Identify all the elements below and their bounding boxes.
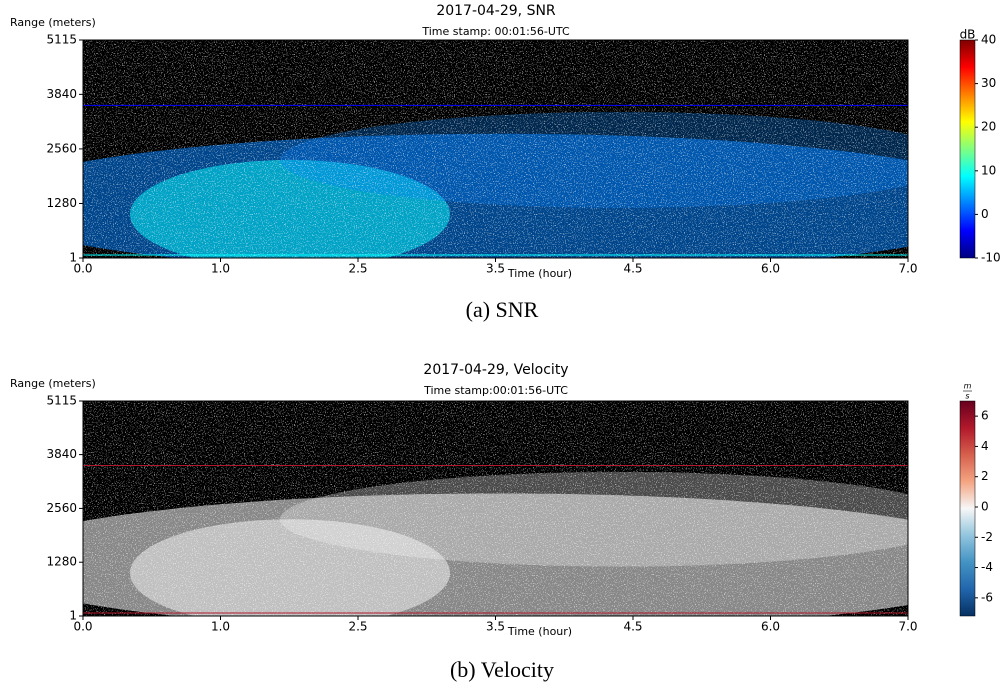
colorbar-tick-label: 30 bbox=[981, 76, 996, 90]
y-tick-label: 1 bbox=[69, 251, 77, 265]
colorbar-tick-label: 10 bbox=[981, 163, 996, 177]
y-tick-label: 3840 bbox=[46, 447, 77, 461]
x-tick-label: 6.0 bbox=[761, 620, 780, 634]
x-tick-label: 0.0 bbox=[73, 620, 92, 634]
y-tick-label: 3840 bbox=[46, 87, 77, 101]
colorbar-label-numerator: m bbox=[964, 382, 972, 391]
colorbar-tick-label: 2 bbox=[981, 469, 989, 483]
caption: (b) Velocity bbox=[450, 657, 554, 682]
colorbar-label-denominator: s bbox=[965, 392, 969, 401]
colorbar bbox=[959, 39, 976, 259]
chart-subtitle: Time stamp: 00:01:56-UTC bbox=[421, 25, 570, 38]
x-tick-label: 3.5 bbox=[486, 620, 505, 634]
colorbar-tick-label: -10 bbox=[981, 251, 1001, 265]
y-tick-label: 5115 bbox=[46, 33, 77, 47]
x-tick-label: 7.0 bbox=[898, 262, 917, 276]
colorbar bbox=[959, 400, 976, 617]
colorbar-label: dB bbox=[960, 28, 976, 42]
colorbar-tick-label: 0 bbox=[981, 207, 989, 221]
texture-noise bbox=[83, 40, 908, 258]
chart-title: 2017-04-29, Velocity bbox=[423, 362, 568, 378]
x-tick-label: 7.0 bbox=[898, 620, 917, 634]
chart-title: 2017-04-29, SNR bbox=[436, 3, 556, 19]
x-tick-label: 6.0 bbox=[761, 262, 780, 276]
colorbar-tick-label: 6 bbox=[981, 409, 989, 423]
x-tick-label: 2.5 bbox=[348, 620, 367, 634]
x-tick-label: 1.0 bbox=[211, 620, 230, 634]
x-axis-label: Time (hour) bbox=[507, 625, 572, 638]
x-tick-label: 0.0 bbox=[73, 262, 92, 276]
y-tick-label: 2560 bbox=[46, 501, 77, 515]
x-tick-label: 4.5 bbox=[623, 262, 642, 276]
colorbar-tick-label: -4 bbox=[981, 560, 993, 574]
x-tick-label: 1.0 bbox=[211, 262, 230, 276]
y-tick-label: 1280 bbox=[46, 196, 77, 210]
texture bbox=[83, 401, 908, 616]
texture bbox=[83, 40, 908, 258]
x-axis-label: Time (hour) bbox=[507, 267, 572, 280]
colorbar-tick-label: 40 bbox=[981, 33, 996, 47]
x-tick-label: 2.5 bbox=[348, 262, 367, 276]
texture-noise bbox=[83, 401, 908, 616]
colorbar-tick-label: 0 bbox=[981, 499, 989, 513]
x-tick-label: 3.5 bbox=[486, 262, 505, 276]
colorbar-tick-label: -2 bbox=[981, 530, 993, 544]
y-axis-label: Range (meters) bbox=[10, 16, 96, 29]
chart-subtitle: Time stamp:00:01:56-UTC bbox=[423, 384, 568, 397]
caption: (a) SNR bbox=[466, 297, 539, 322]
colorbar-tick-label: 20 bbox=[981, 120, 996, 134]
y-tick-label: 5115 bbox=[46, 394, 77, 408]
colorbar-tick-label: -6 bbox=[981, 590, 993, 604]
y-tick-label: 1280 bbox=[46, 555, 77, 569]
y-tick-label: 1 bbox=[69, 609, 77, 623]
y-axis-label: Range (meters) bbox=[10, 377, 96, 390]
y-tick-label: 2560 bbox=[46, 141, 77, 155]
colorbar-tick-label: 4 bbox=[981, 439, 989, 453]
x-tick-label: 4.5 bbox=[623, 620, 642, 634]
